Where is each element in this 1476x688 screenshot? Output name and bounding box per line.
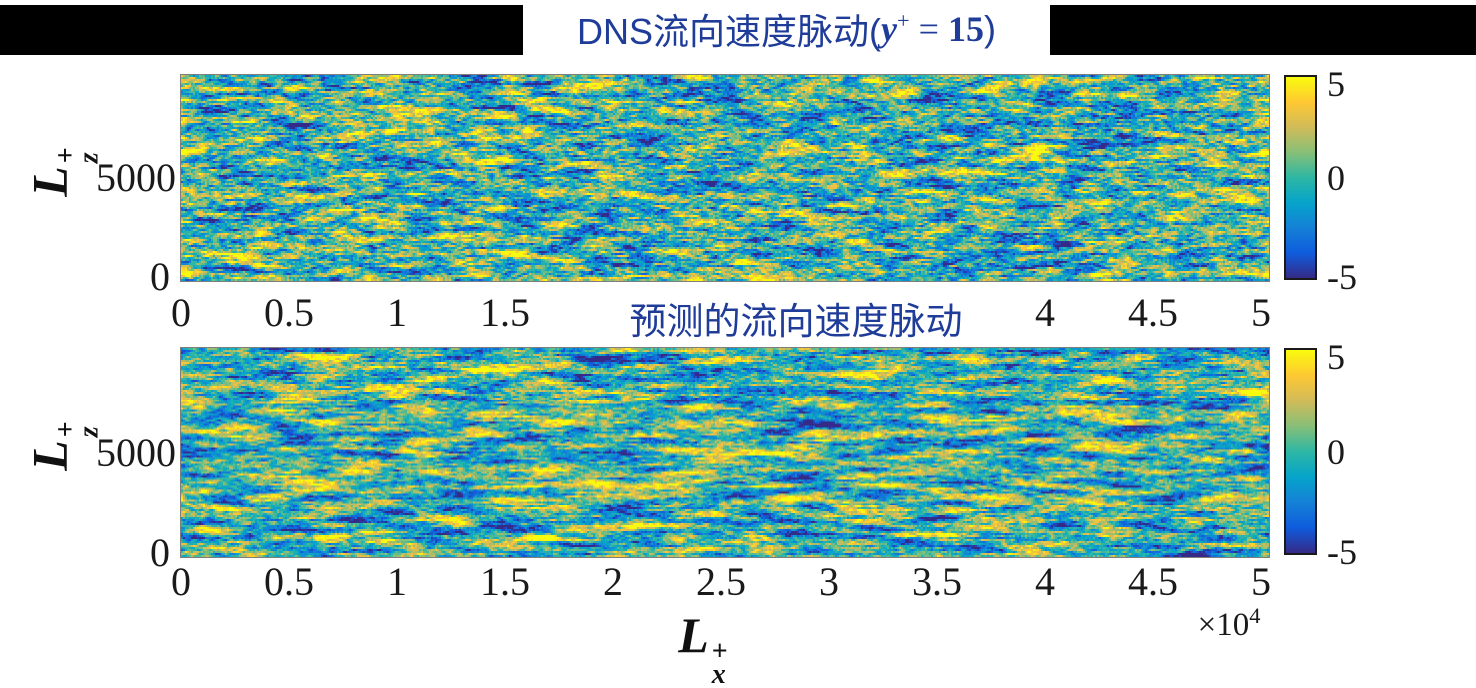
colorbar-tick-label: -5 [1327,532,1357,572]
colorbar-tick-label: 5 [1327,64,1345,104]
x-tick-label: 2 [603,559,623,604]
predicted-title-box: 预测的流向速度脉动 [578,292,1014,344]
y-axis-label-predicted: L + z [21,421,105,471]
x-tick-label: 3.5 [912,559,962,604]
colorbar-tick-label: 0 [1327,431,1345,472]
x-tick-label: 1 [387,559,407,604]
dns-heatmap [180,74,1270,282]
y-tick-label: 0 [150,254,170,299]
predicted-title: 预测的流向速度脉动 [629,301,963,342]
x-tick-label: 0 [171,290,191,335]
dns-title-prefix: DNS流向速度脉动( [577,11,882,52]
dns-title-close: ) [983,8,996,49]
x-tick-label: 4.5 [1128,559,1178,604]
y-tick-label: 0 [150,530,170,575]
colorbar-predicted [1284,348,1317,555]
y-axis-label-dns: L + z [21,147,105,197]
dns-title-box: DNS流向速度脉动(y+ = 15) [523,0,1050,58]
predicted-heatmap [180,347,1270,558]
x-tick-label: 5 [1251,290,1271,335]
x-ticks-predicted: 0 0.5 1 1.5 2 2.5 3 3.5 4 4.5 5 [171,559,1271,608]
x-scale-exponent: ×104 [1197,603,1261,643]
y-tick-label: 5000 [96,155,176,200]
x-tick-label: 1 [387,290,407,335]
colorbar-tick-label: -5 [1327,257,1357,297]
x-tick-label: 4 [1035,290,1055,335]
y-tick-label: 5000 [96,429,176,475]
x-tick-label: 1.5 [480,290,530,335]
x-tick-label: 0.5 [264,290,314,335]
x-tick-label: 4.5 [1128,290,1178,335]
colorbar-tick-label: 5 [1327,337,1345,377]
x-tick-label: 0.5 [264,559,314,604]
x-axis-label: L + x [678,607,728,688]
x-tick-label: 5 [1251,559,1271,604]
x-tick-label: 4 [1035,559,1055,604]
dns-title-math: y+ = 15 [881,8,984,49]
colorbar-dns [1284,75,1317,280]
x-tick-label: 3 [819,559,839,604]
x-tick-label: 2.5 [696,559,746,604]
x-tick-label: 1.5 [480,559,530,604]
x-tick-label: 0 [171,559,191,604]
colorbar-tick-label: 0 [1327,157,1345,198]
